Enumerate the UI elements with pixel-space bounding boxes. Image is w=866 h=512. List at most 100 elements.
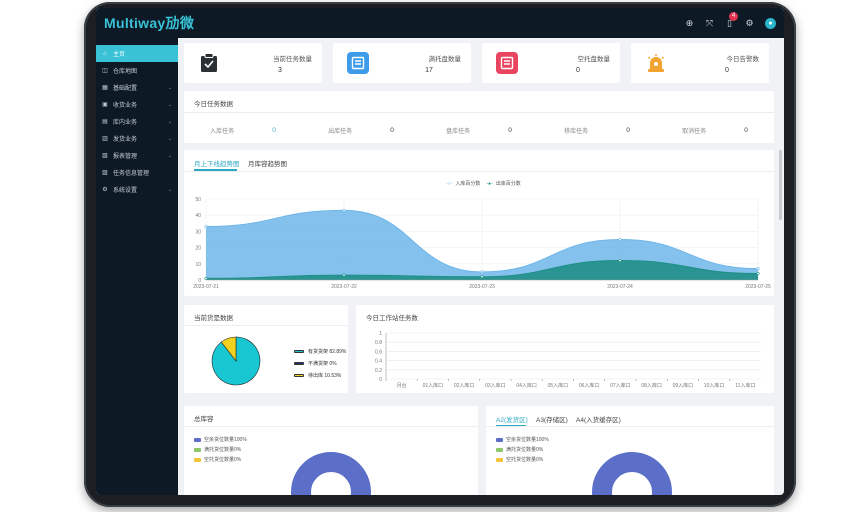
y-tick-label: 0.4	[375, 359, 382, 365]
chevron-down-icon: ⌄	[167, 152, 172, 159]
capacity-legend-label: 空托货位数量0%	[506, 457, 544, 463]
capacity-legend-item[interactable]: 满托货位数量0%	[194, 446, 241, 453]
settings-icon: ⚙	[102, 187, 108, 193]
tab-zone-a2[interactable]: A2(发货区)	[496, 417, 528, 424]
stat-value: 0	[725, 67, 729, 74]
sidebar-item[interactable]: ▤ 库内业务 ⌄	[96, 113, 178, 130]
tab-monthly-flow[interactable]: 月上下线趋势图	[194, 161, 240, 168]
y-tick-label: 20	[195, 246, 201, 252]
inventory-pie-chart	[211, 336, 261, 386]
gear-icon[interactable]: ⚙	[745, 17, 754, 28]
total-capacity-panel: 总库容 空余货位数量100% 满托货位数量0% 空托货位数量0%	[184, 406, 478, 495]
legend-swatch	[294, 374, 304, 377]
series-point	[342, 208, 346, 212]
legend-swatch	[294, 350, 304, 353]
capacity-legend-item[interactable]: 满托货位数量0%	[496, 446, 543, 453]
pie-legend-label: 待出库 10.53%	[308, 373, 342, 379]
screen: Multiway劢微 ⊕ ⤧ ▯ 4 ⚙ ● ⌂ 主页 ◫ 仓库地图 ▦ 基础配置 ⌄ ▣ 收货业…	[96, 8, 784, 495]
sidebar-item[interactable]: ▥ 发货业务 ⌄	[96, 130, 178, 147]
receive-icon: ▣	[102, 102, 108, 108]
globe-icon[interactable]: ⊕	[685, 17, 694, 28]
chevron-down-icon: ⌄	[167, 118, 172, 125]
pie-legend-item[interactable]: 不满货架 0%	[294, 360, 337, 367]
series-point	[756, 267, 760, 271]
series-point	[618, 238, 622, 242]
top-bar: Multiway劢微 ⊕ ⤧ ▯ 4 ⚙ ●	[96, 8, 784, 38]
sidebar: ⌂ 主页 ◫ 仓库地图 ▦ 基础配置 ⌄ ▣ 收货业务 ⌄ ▤ 库内业务 ⌄ ▥ 发货业务 ⌄ ▧ 报表管理 ⌄ ▨ 任…	[96, 38, 178, 495]
capacity-legend-label: 空托货位数量0%	[204, 457, 242, 463]
x-tick-label: 2023-07-24	[607, 284, 633, 290]
bell-icon[interactable]: ▯ 4	[725, 11, 738, 28]
series-point	[480, 275, 484, 279]
trend-legend[interactable]: -○- 入库百分数 -●- 出库百分数	[446, 180, 521, 188]
stat-value: 0	[576, 67, 580, 74]
sidebar-item-label: 主页	[113, 52, 126, 58]
task-stat[interactable]: 取消任务 0	[656, 117, 774, 143]
stat-card-full-pallets[interactable]: 满托盘数量 17	[333, 43, 471, 83]
zone-capacity-donut	[592, 452, 672, 495]
pie-legend-item[interactable]: 待出库 10.53%	[294, 372, 341, 379]
stat-label: 今日告警数	[726, 56, 760, 63]
task-stat[interactable]: 移库任务 0	[538, 117, 656, 143]
user-avatar-icon[interactable]: ●	[765, 17, 776, 29]
task-stat[interactable]: 入库任务 0	[184, 117, 302, 143]
warehouse-icon: ▤	[102, 119, 108, 125]
y-tick-label: 0	[198, 278, 201, 284]
sidebar-item[interactable]: ▧ 报表管理 ⌄	[96, 147, 178, 164]
x-tick-label: 08入库口	[641, 382, 662, 389]
stat-label: 空托盘数量	[577, 56, 611, 63]
task-stat-value: 0	[272, 126, 276, 134]
logo-cn-text: 劢微	[165, 15, 195, 31]
app-logo[interactable]: Multiway劢微	[104, 13, 194, 33]
series-point	[342, 273, 346, 277]
tab-zone-a3[interactable]: A3(存储区)	[536, 417, 568, 424]
x-tick-label: 月台	[397, 382, 407, 389]
fullscreen-icon[interactable]: ⤧	[705, 17, 714, 28]
legend-swatch	[496, 457, 503, 462]
stat-card-current-tasks[interactable]: 当前任务数量 3	[184, 43, 322, 83]
sidebar-item-label: 任务信息管理	[113, 171, 150, 177]
x-tick-label: 11入库口	[735, 382, 755, 389]
scrollbar-thumb[interactable]	[779, 150, 782, 220]
y-tick-label: 0.6	[375, 349, 382, 355]
pie-legend-label: 有货货架 82.89%	[308, 349, 347, 355]
sidebar-item[interactable]: ⌂ 主页	[96, 45, 178, 62]
logo-text: Multiway	[104, 15, 166, 31]
sidebar-item[interactable]: ▣ 收货业务 ⌄	[96, 96, 178, 113]
y-tick-label: 0.2	[375, 368, 382, 374]
y-tick-label: 0	[379, 377, 382, 383]
stat-card-empty-pallets[interactable]: 空托盘数量 0	[482, 43, 620, 83]
station-tasks-title: 今日工作站任务数	[366, 315, 418, 322]
x-tick-label: 02入库口	[454, 382, 475, 389]
sidebar-item[interactable]: ◫ 仓库地图	[96, 62, 178, 79]
y-tick-label: 50	[195, 197, 201, 203]
tab-zone-a4[interactable]: A4(入货缓存区)	[576, 417, 621, 424]
stat-card-alarms[interactable]: 今日告警数 0	[631, 43, 769, 83]
task-stat[interactable]: 盘库任务 0	[420, 117, 538, 143]
pie-slice[interactable]	[220, 336, 237, 362]
sidebar-item[interactable]: ▦ 基础配置 ⌄	[96, 79, 178, 96]
legend-in-marker-icon: -○-	[446, 180, 453, 187]
tab-monthly-capacity[interactable]: 月库容趋势图	[248, 161, 287, 168]
capacity-legend-label: 空余货位数量100%	[204, 437, 247, 443]
capacity-legend-item[interactable]: 空托货位数量0%	[496, 456, 543, 463]
x-tick-label: 07入库口	[610, 382, 631, 389]
sidebar-item[interactable]: ▨ 任务信息管理	[96, 164, 178, 181]
capacity-legend-item[interactable]: 空余货位数量100%	[496, 436, 549, 443]
series-point	[204, 225, 208, 229]
task-stat-value: 0	[744, 126, 748, 134]
task-stat[interactable]: 出库任务 0	[302, 117, 420, 143]
notification-badge: 4	[729, 11, 738, 21]
tab-underline	[496, 425, 526, 427]
ship-icon: ▥	[102, 136, 108, 142]
pie-legend-item[interactable]: 有货货架 82.89%	[294, 348, 346, 355]
chevron-down-icon: ⌄	[167, 186, 172, 193]
task-stat-label: 取消任务	[682, 128, 707, 135]
x-tick-label: 2023-07-22	[331, 284, 357, 290]
capacity-legend-item[interactable]: 空托货位数量0%	[194, 456, 241, 463]
x-tick-label: 06入库口	[579, 382, 600, 389]
pallet-full-icon	[347, 52, 369, 74]
pallet-empty-icon	[496, 52, 518, 74]
capacity-legend-item[interactable]: 空余货位数量100%	[194, 436, 247, 443]
sidebar-item[interactable]: ⚙ 系统设置 ⌄	[96, 181, 178, 198]
